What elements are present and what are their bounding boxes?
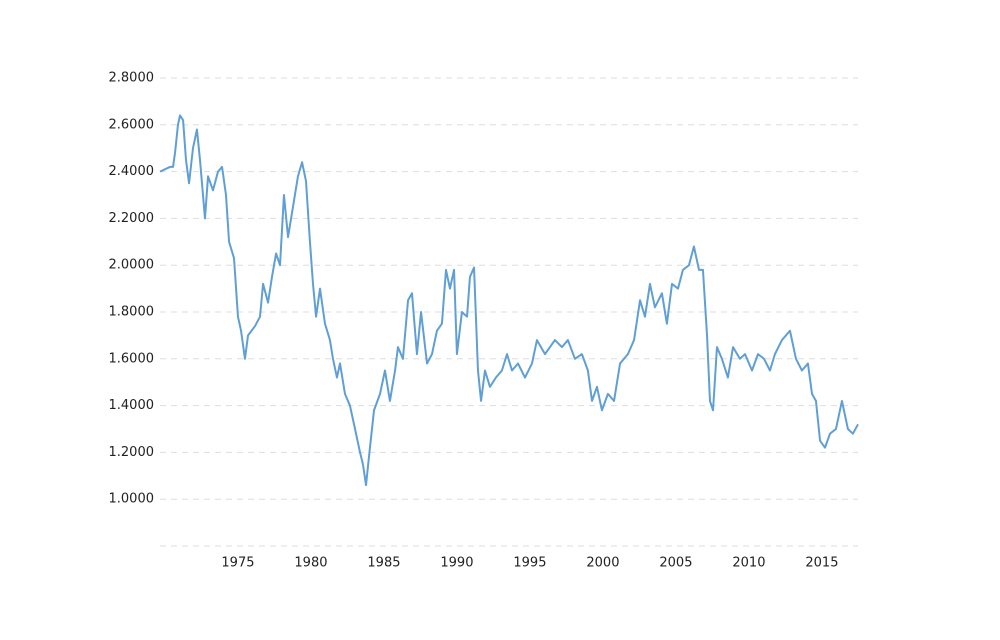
y-tick-label: 2.2000 bbox=[109, 211, 155, 226]
x-tick-label: 1975 bbox=[221, 556, 254, 571]
x-tick-label: 1995 bbox=[513, 556, 546, 571]
x-tick-label: 2005 bbox=[659, 556, 692, 571]
x-tick-label: 1990 bbox=[440, 556, 473, 571]
x-tick-label: 1980 bbox=[294, 556, 327, 571]
y-tick-label: 2.0000 bbox=[109, 258, 155, 273]
x-tick-label: 2010 bbox=[732, 556, 765, 571]
y-tick-label: 2.4000 bbox=[109, 164, 155, 179]
data-line bbox=[159, 114, 859, 487]
y-tick-label: 1.4000 bbox=[109, 398, 155, 413]
x-tick-label: 1985 bbox=[367, 556, 400, 571]
y-tick-label: 2.8000 bbox=[109, 71, 155, 86]
y-tick-label: 1.0000 bbox=[109, 492, 155, 507]
x-tick-label: 2015 bbox=[805, 556, 838, 571]
y-tick-label: 1.8000 bbox=[109, 305, 155, 320]
y-tick-label: 1.2000 bbox=[109, 445, 155, 460]
y-tick-label: 1.6000 bbox=[109, 351, 155, 366]
x-tick-label: 2000 bbox=[586, 556, 619, 571]
y-tick-label: 2.6000 bbox=[109, 117, 155, 132]
